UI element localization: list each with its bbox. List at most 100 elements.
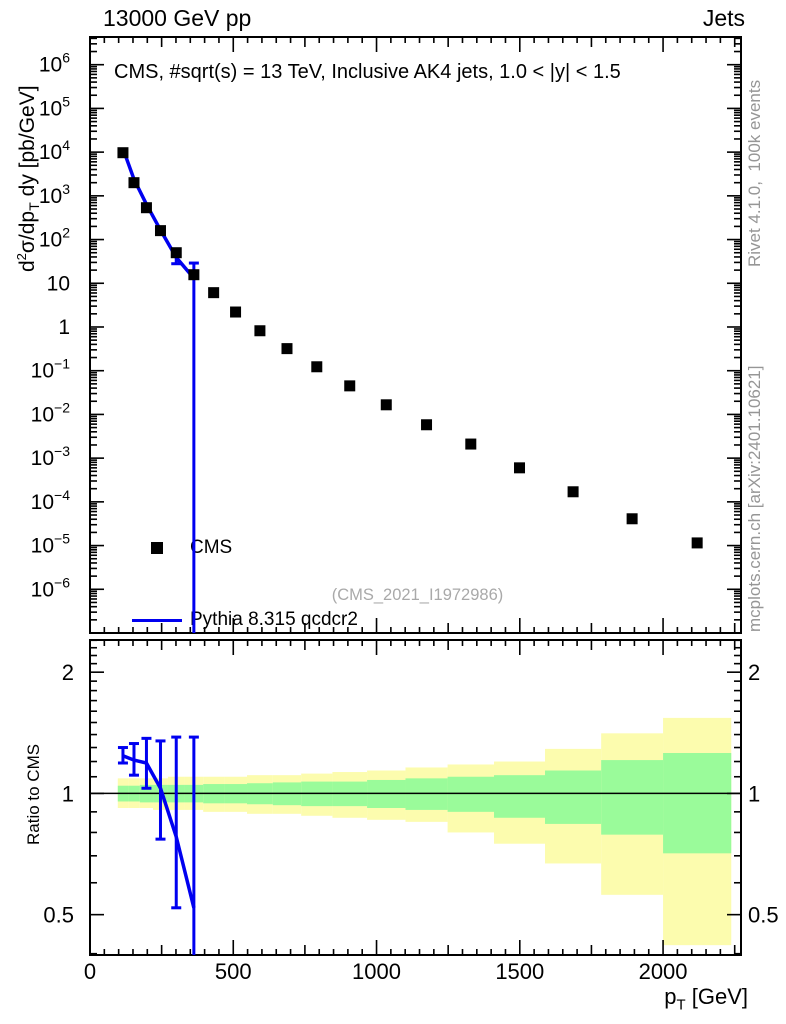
y-axis-tick-label: 10−1 [31,356,71,383]
legend-item-cms: CMS [128,534,358,562]
y-axis-tick-label: 103 [39,181,70,208]
plot-title: CMS, #sqrt(s) = 13 TeV, Inclusive AK4 je… [114,61,621,83]
mcplots-reference-note: mcplots.cern.ch [arXiv:2401.10621] [745,365,764,632]
y-axis-title: d2σ/dpT dy [pb/GeV] [14,85,44,272]
header-process: Jets [702,5,745,31]
green-band-segment [224,784,248,804]
yellow-band-segment [203,776,225,812]
y-axis-tick-label: 106 [39,50,70,77]
cms-data-marker [465,438,477,450]
yellow-band-segment [601,733,664,895]
green-band-segment [139,784,154,803]
ratio-tick-label-right: 0.5 [748,903,779,928]
yellow-band-segment [153,778,168,810]
green-band-segment [601,760,664,835]
yellow-band-segment [139,778,154,809]
cms-data-marker [128,177,140,189]
mc-line-marker-icon [128,618,186,622]
mc-line [121,148,196,280]
green-band-segment [447,776,495,812]
x-axis-tick-label: 1000 [352,959,401,984]
yellow-band-segment [663,717,732,946]
x-axis-title: pT [GeV] [664,984,748,1014]
green-band-segment [405,778,448,810]
cms-data-marker [254,325,266,337]
ratio-panel-frame [89,639,742,956]
cms-data-marker [311,361,323,373]
green-band-segment [153,784,168,803]
yellow-band-segment [117,778,129,809]
green-band-segment [301,781,333,807]
cms-data-marker [188,269,200,281]
green-band-segment [494,775,546,818]
ratio-tick-label-right: 2 [748,660,760,685]
y-axis-tick-label: 10−6 [31,574,71,601]
green-band-segment [332,781,368,807]
green-band-segment [128,785,140,802]
cms-square-marker-icon [128,542,186,554]
yellow-band-segment [167,776,185,810]
cms-data-marker [626,513,638,525]
mc-ratio [117,735,199,955]
legend-label-pythia: Pythia 8.315 qcdcr2 [190,609,358,630]
ratio-tick-label-left: 2 [62,660,74,685]
x-axis-tick-label: 2000 [639,959,688,984]
x-axis-tick-label: 0 [84,959,96,984]
green-band-segment [367,779,406,809]
x-axis-tick-label: 1500 [495,959,544,984]
yellow-band-segment [332,772,368,818]
yellow-band-segment [272,775,302,814]
ratio-axis-title: Ratio to CMS [24,743,43,845]
legend-label-cms: CMS [190,537,233,558]
yellow-band-segment [247,775,273,814]
legend-item-pythia: Pythia 8.315 qcdcr2 [128,606,358,634]
cms-data-marker [208,287,220,299]
cms-data-points [117,147,703,549]
y-axis-tick-label: 10−2 [31,399,71,426]
y-axis-tick-label: 102 [39,225,70,252]
cms-data-marker [170,247,182,259]
cms-data-marker [691,537,703,549]
ratio-tick-label-left: 1 [62,781,74,806]
green-band-segment [272,782,302,806]
legend: CMS Pythia 8.315 qcdcr2 [128,490,358,678]
yellow-band-segment [405,767,448,822]
y-axis-tick-label: 1 [58,316,70,339]
cms-data-marker [117,147,129,159]
x-axis-tick-label: 500 [215,959,252,984]
y-axis-tick-label: 10−4 [31,487,71,514]
yellow-band-segment [184,776,204,810]
cms-data-marker [514,462,526,474]
yellow-band-segment [494,761,546,844]
y-axis-tick-label: 10−5 [31,531,71,558]
cms-data-marker [154,225,166,237]
generator-version-note: Rivet 4.1.0, 100k events [745,79,764,267]
green-band-segment [117,785,129,802]
green-band-segment [184,784,204,803]
green-band-segment [663,752,732,854]
ratio-line [122,754,196,909]
cms-data-marker [421,419,433,431]
cms-data-marker [567,486,579,498]
y-axis-tick-label: 105 [39,93,70,120]
cms-data-marker [344,380,356,392]
y-axis-tick-label: 104 [39,137,70,164]
ratio-tick-label-right: 1 [748,781,760,806]
yellow-band-segment [367,770,406,820]
cms-data-marker [281,343,293,355]
green-band-segment [247,783,273,805]
y-axis-tick-label: 10−3 [31,443,71,470]
yellow-band-segment [224,776,248,812]
yellow-band-segment [301,773,333,816]
cms-data-marker [140,202,152,214]
yellow-band-segment [128,778,140,809]
yellow-band-segment [545,748,602,864]
y-axis-tick-label: 10 [47,272,70,295]
cms-data-marker [380,399,392,411]
green-band-segment [167,784,185,803]
ratio-tick-label-left: 0.5 [43,903,74,928]
cms-data-marker [230,306,242,318]
green-band-segment [203,784,225,804]
